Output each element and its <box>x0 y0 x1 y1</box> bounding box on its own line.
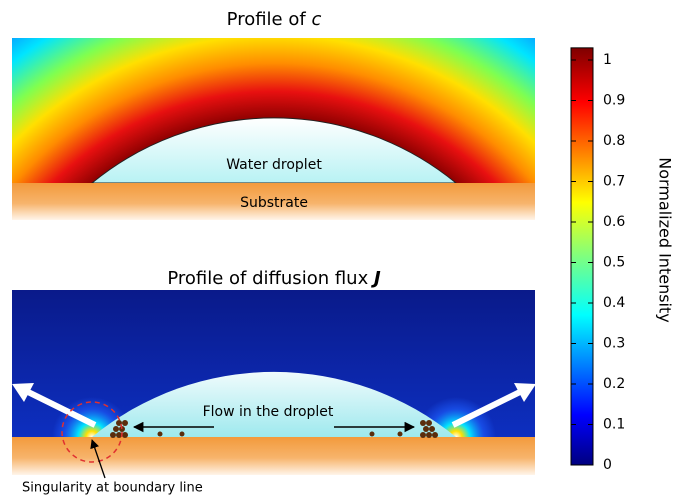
tick-label: 0.4 <box>603 295 625 311</box>
droplet <box>90 117 458 184</box>
panel-title: Profile of c <box>227 9 322 30</box>
tick-label: 0.8 <box>603 133 625 149</box>
panel-title: Profile of diffusion flux J <box>167 268 381 289</box>
arrowhead <box>514 383 536 402</box>
droplet <box>92 371 456 437</box>
tick-label: 0.1 <box>603 417 625 433</box>
tick-label: 0.2 <box>603 376 625 392</box>
flux-arrow-large <box>20 386 97 428</box>
colorbar-label: Normalized Intensity <box>656 157 675 322</box>
tick-label: 0 <box>603 457 612 473</box>
singularity-arrow <box>90 439 106 479</box>
substrate <box>12 437 535 475</box>
colorbar: 0 0.1 0.2 0.3 0.4 0.5 0.6 0.7 0.8 0.9 1 <box>570 47 625 473</box>
singularity-label: Singularity at boundary line <box>22 481 203 496</box>
tick-label: 0.3 <box>603 336 625 352</box>
substrate <box>12 183 535 220</box>
tick-label: 0.6 <box>603 214 625 230</box>
tick-label: 0.9 <box>603 93 625 109</box>
singularity-circle <box>61 401 123 463</box>
substrate-label: Substrate <box>240 195 308 211</box>
tick-label: 1 <box>603 52 612 68</box>
colorbar-gradient <box>570 47 594 466</box>
arrowhead <box>12 383 34 402</box>
tick-label: 0.5 <box>603 255 625 271</box>
tick-label: 0.7 <box>603 174 625 190</box>
flux-arrow-large <box>451 386 528 428</box>
droplet-label: Water droplet <box>226 157 322 173</box>
flow-label: Flow in the droplet <box>203 404 334 420</box>
